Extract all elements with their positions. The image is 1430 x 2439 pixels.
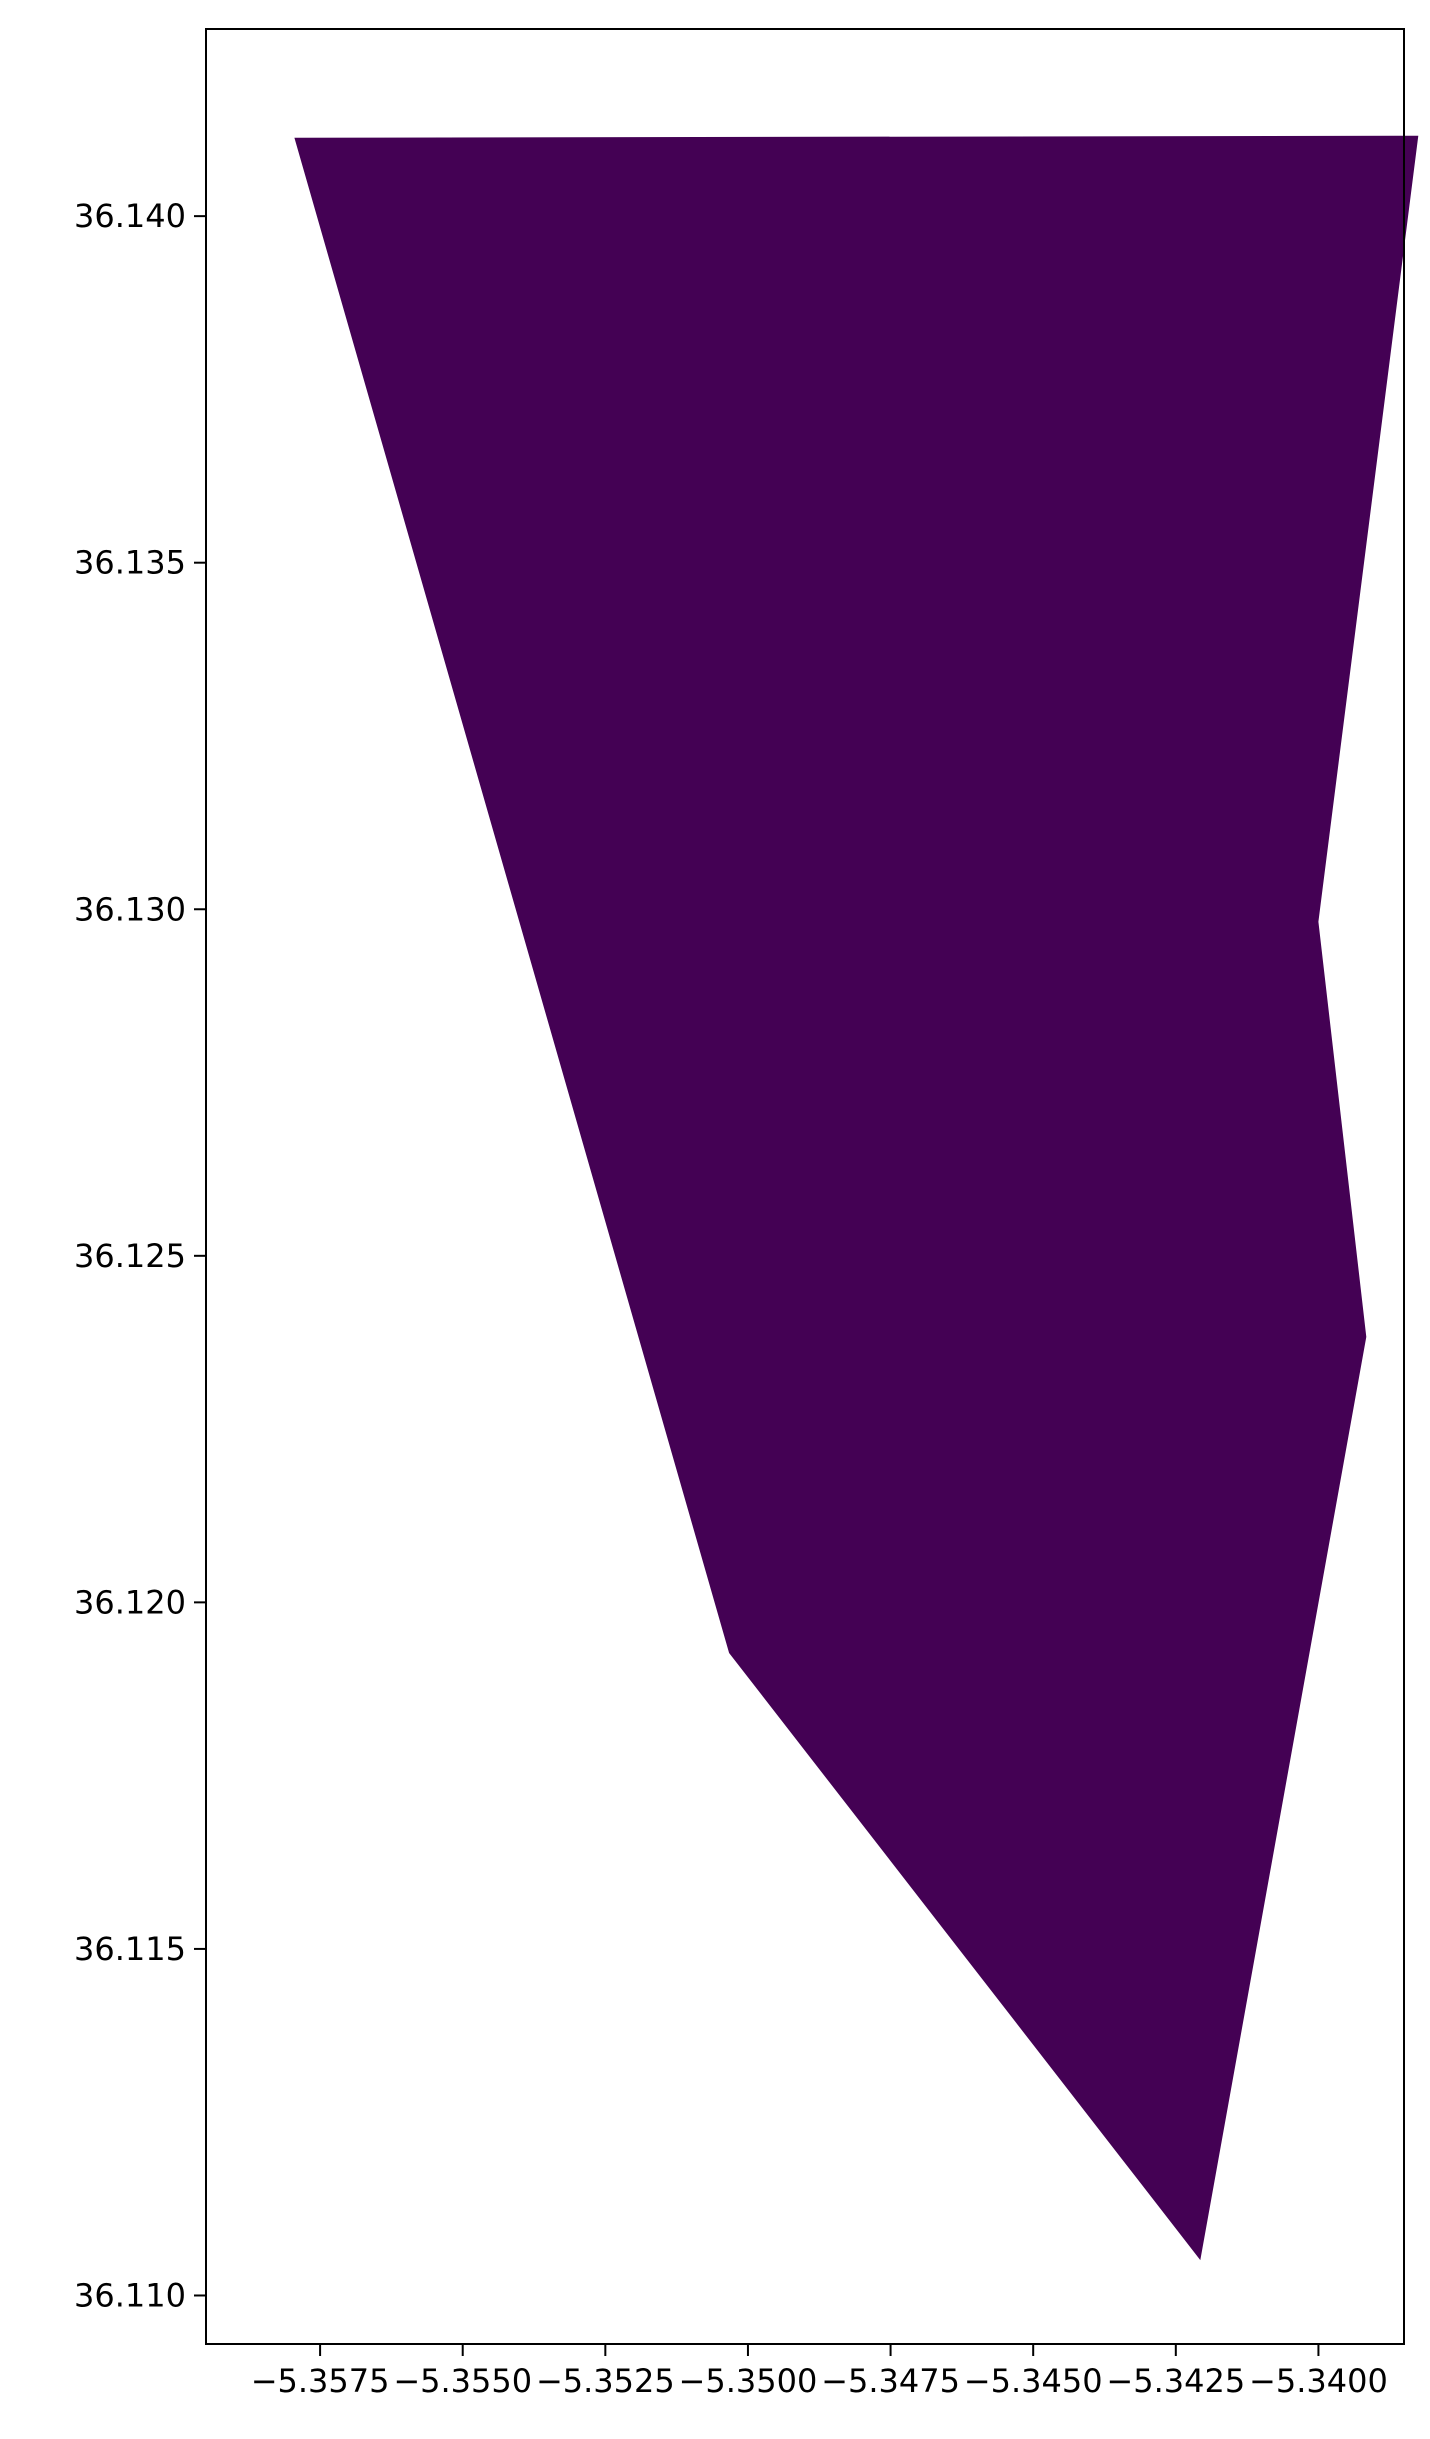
x-tick-label: −5.3575 [251, 2362, 390, 2400]
y-tick-label: 36.125 [74, 1237, 186, 1275]
y-tick-label: 36.135 [74, 544, 186, 582]
y-tick-label: 36.110 [74, 2276, 186, 2314]
y-tick-label: 36.130 [74, 890, 186, 928]
x-tick-label: −5.3550 [393, 2362, 532, 2400]
polygon-region [294, 135, 1419, 2261]
polygon-layer [294, 135, 1419, 2261]
y-tick-label: 36.115 [74, 1930, 186, 1968]
x-tick-label: −5.3400 [1249, 2362, 1388, 2400]
x-tick-label: −5.3500 [679, 2362, 818, 2400]
y-tick-label: 36.140 [74, 197, 186, 235]
x-tick-label: −5.3525 [536, 2362, 675, 2400]
y-axis: 36.110 36.115 36.120 36.125 36.130 36.135 36.1… [74, 197, 206, 2314]
x-axis: −5.3575 −5.3550 −5.3525 −5.3500 −5.3475 −5.34… [251, 2344, 1388, 2400]
x-tick-label: −5.3425 [1106, 2362, 1245, 2400]
x-tick-label: −5.3450 [964, 2362, 1103, 2400]
x-tick-label: −5.3475 [821, 2362, 960, 2400]
y-tick-label: 36.120 [74, 1583, 186, 1621]
axes-frame [205, 28, 1405, 2345]
